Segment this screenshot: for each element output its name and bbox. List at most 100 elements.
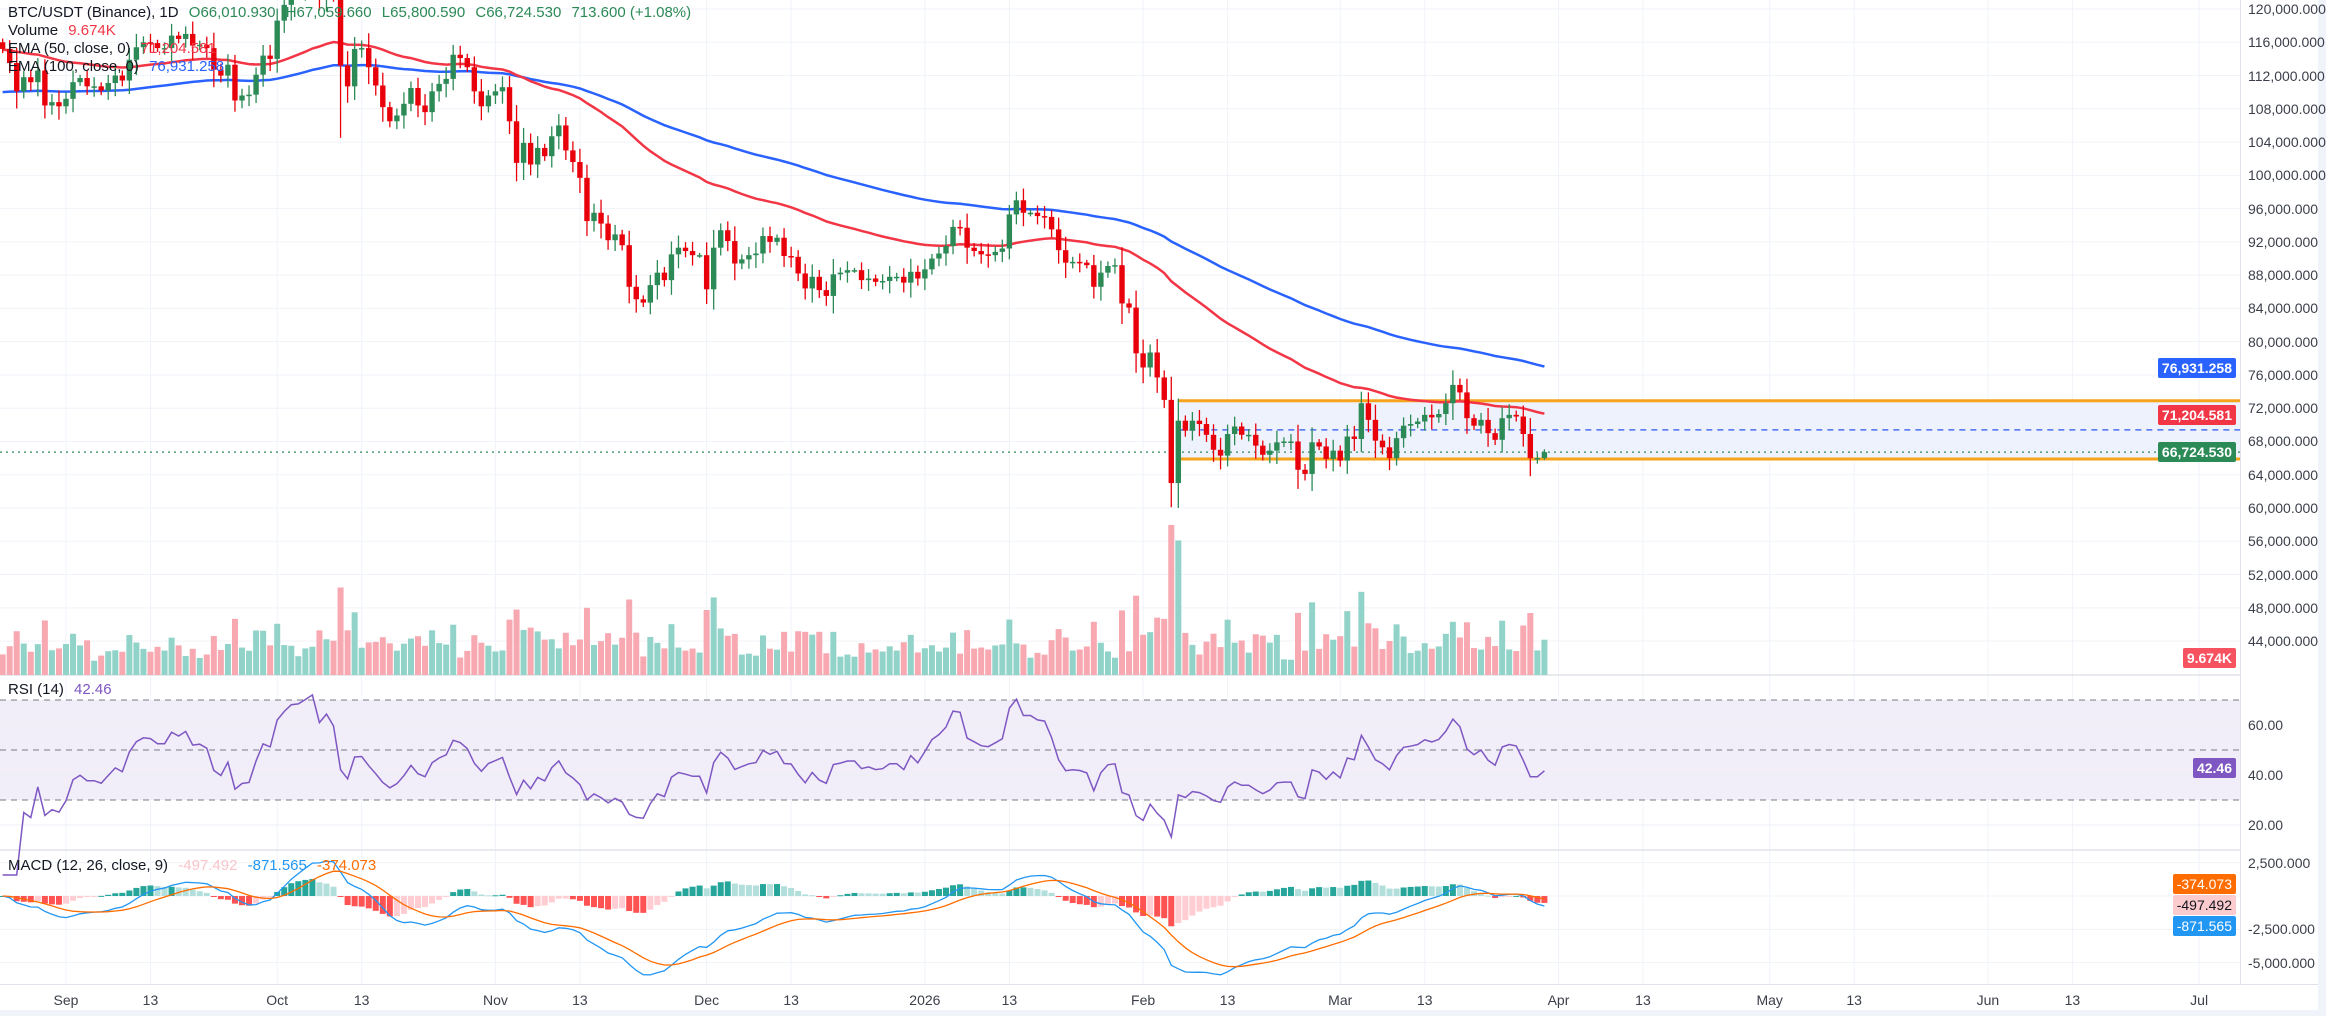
- price-axis[interactable]: [2240, 0, 2326, 1016]
- candle-body: [1182, 420, 1189, 431]
- candle-body: [964, 227, 970, 248]
- legend-ema50[interactable]: EMA (50, close, 0) 71,204.581: [8, 40, 222, 57]
- time-tick-label: Feb: [1131, 992, 1156, 1008]
- candle-body: [1105, 265, 1111, 273]
- legend-rsi[interactable]: RSI (14) 42.46: [8, 681, 118, 698]
- candle-body: [584, 177, 590, 222]
- volume-bar: [1245, 652, 1252, 675]
- macd-histogram-bar: [105, 894, 112, 896]
- volume-bar: [964, 630, 971, 675]
- volume-bar: [1506, 649, 1513, 675]
- bottom-border: [0, 1010, 2326, 1016]
- macd-histogram-bar: [921, 891, 928, 896]
- rsi-tick-label: 20.00: [2248, 817, 2284, 833]
- volume-bar: [196, 657, 203, 675]
- macd-histogram-bar: [1463, 887, 1470, 896]
- volume-bar: [640, 656, 647, 675]
- volume-bar: [1133, 595, 1140, 675]
- volume-bar: [682, 650, 689, 675]
- macd-histogram-bar: [935, 888, 942, 896]
- macd-histogram-bar: [119, 892, 126, 896]
- macd-histogram-bar: [288, 883, 295, 896]
- volume-bar: [1006, 619, 1013, 675]
- candle-body: [119, 75, 126, 81]
- macd-histogram-bar: [415, 896, 421, 909]
- volume-bar: [971, 648, 978, 675]
- macd-histogram-bar: [710, 885, 717, 896]
- volume-bar: [619, 637, 626, 675]
- volume-bar: [154, 646, 161, 675]
- macd-histogram-bar: [1407, 886, 1414, 896]
- candle-body: [781, 237, 787, 257]
- macd-histogram-bar: [1245, 892, 1252, 896]
- candle-body: [598, 212, 604, 224]
- macd-histogram-bar: [809, 895, 816, 897]
- candle-body: [373, 67, 379, 86]
- candle-body: [1443, 403, 1449, 415]
- candle-body: [337, 0, 344, 66]
- volume-bar: [809, 634, 816, 675]
- macd-histogram-bar: [246, 896, 253, 906]
- legend-macd[interactable]: MACD (12, 26, close, 9) -497.492 -871.56…: [8, 857, 382, 874]
- macd-histogram-bar: [1224, 896, 1231, 902]
- volume-bar: [576, 639, 583, 675]
- macd-histogram-bar: [576, 896, 583, 901]
- candle-body: [394, 115, 400, 122]
- macd-histogram-bar: [253, 896, 260, 904]
- candle-body: [1034, 212, 1041, 217]
- macd-histogram-bar: [471, 891, 478, 896]
- price-tick-label: 116,000.000: [2248, 34, 2325, 51]
- volume-bar: [126, 635, 133, 675]
- candle-body: [703, 255, 710, 290]
- price-tick-label: 96,000.000: [2248, 200, 2319, 217]
- volume-bar: [978, 647, 985, 675]
- volume-bar: [302, 648, 309, 675]
- macd-histogram-bar: [1119, 896, 1125, 907]
- candle-body: [1541, 452, 1548, 459]
- macd-histogram-bar: [513, 896, 520, 904]
- candle-body: [626, 245, 632, 287]
- candle-body: [387, 107, 393, 122]
- candle-body: [1492, 433, 1498, 440]
- volume-bar: [429, 630, 436, 675]
- macd-histogram-bar: [1499, 896, 1506, 898]
- candle-body: [147, 42, 154, 44]
- volume-bar: [1372, 628, 1379, 675]
- candle-body: [1006, 214, 1013, 249]
- time-tick-label: May: [1756, 992, 1783, 1008]
- volume-bar: [288, 645, 295, 675]
- volume-bar: [591, 644, 597, 675]
- volume-bar: [260, 630, 267, 675]
- volume-bar: [1358, 591, 1365, 675]
- candle-body: [168, 35, 175, 49]
- candle-body: [225, 64, 231, 76]
- candle-body: [351, 48, 358, 87]
- volume-bar: [267, 645, 274, 675]
- volume-bar: [0, 654, 6, 675]
- legend-ema100[interactable]: EMA (100, close, 0) 76,931.258: [8, 58, 230, 75]
- candle-body: [513, 121, 520, 163]
- candle-body: [1499, 418, 1505, 440]
- legend-volume[interactable]: Volume 9.674K: [8, 22, 122, 39]
- macd-histogram-bar: [1055, 896, 1062, 897]
- volume-bar: [1351, 646, 1358, 675]
- volume-bar: [1259, 635, 1266, 675]
- candle-body: [1070, 261, 1076, 264]
- legend-main[interactable]: BTC/USDT (Binance), 1D O66,010.930 H67,0…: [8, 4, 697, 21]
- candle-body: [640, 299, 646, 303]
- candle-body: [837, 272, 844, 275]
- candle-body: [492, 91, 499, 96]
- candle-body: [112, 75, 118, 84]
- macd-histogram-bar: [872, 893, 879, 896]
- candle-body: [1330, 450, 1336, 459]
- candle-body: [1062, 250, 1069, 263]
- volume-bar: [231, 618, 238, 675]
- candle-body: [98, 86, 104, 91]
- macd-hist-badge: -497.492: [2172, 895, 2236, 915]
- macd-histogram-bar: [837, 895, 844, 897]
- candle-body: [1217, 449, 1224, 456]
- volume-bar: [217, 649, 224, 675]
- volume-bar: [274, 623, 281, 675]
- candle-body: [232, 64, 238, 101]
